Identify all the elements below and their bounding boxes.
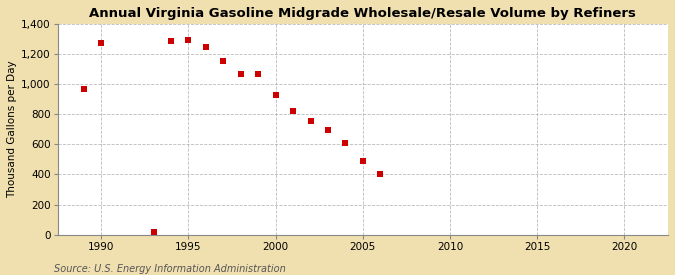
Point [183, 38, 194, 43]
Point [236, 71, 246, 76]
Point [165, 39, 176, 43]
Point [305, 119, 316, 123]
Point [218, 59, 229, 63]
Point [288, 109, 298, 113]
Point [358, 159, 369, 163]
Point [253, 71, 264, 76]
Point [340, 141, 351, 145]
Point [96, 41, 107, 46]
Point [270, 92, 281, 97]
Point [78, 86, 89, 91]
Y-axis label: Thousand Gallons per Day: Thousand Gallons per Day [7, 60, 17, 198]
Point [323, 128, 333, 132]
Point [148, 229, 159, 234]
Title: Annual Virginia Gasoline Midgrade Wholesale/Resale Volume by Refiners: Annual Virginia Gasoline Midgrade Wholes… [89, 7, 637, 20]
Text: Source: U.S. Energy Information Administration: Source: U.S. Energy Information Administ… [54, 264, 286, 274]
Point [375, 171, 385, 176]
Point [200, 45, 211, 50]
